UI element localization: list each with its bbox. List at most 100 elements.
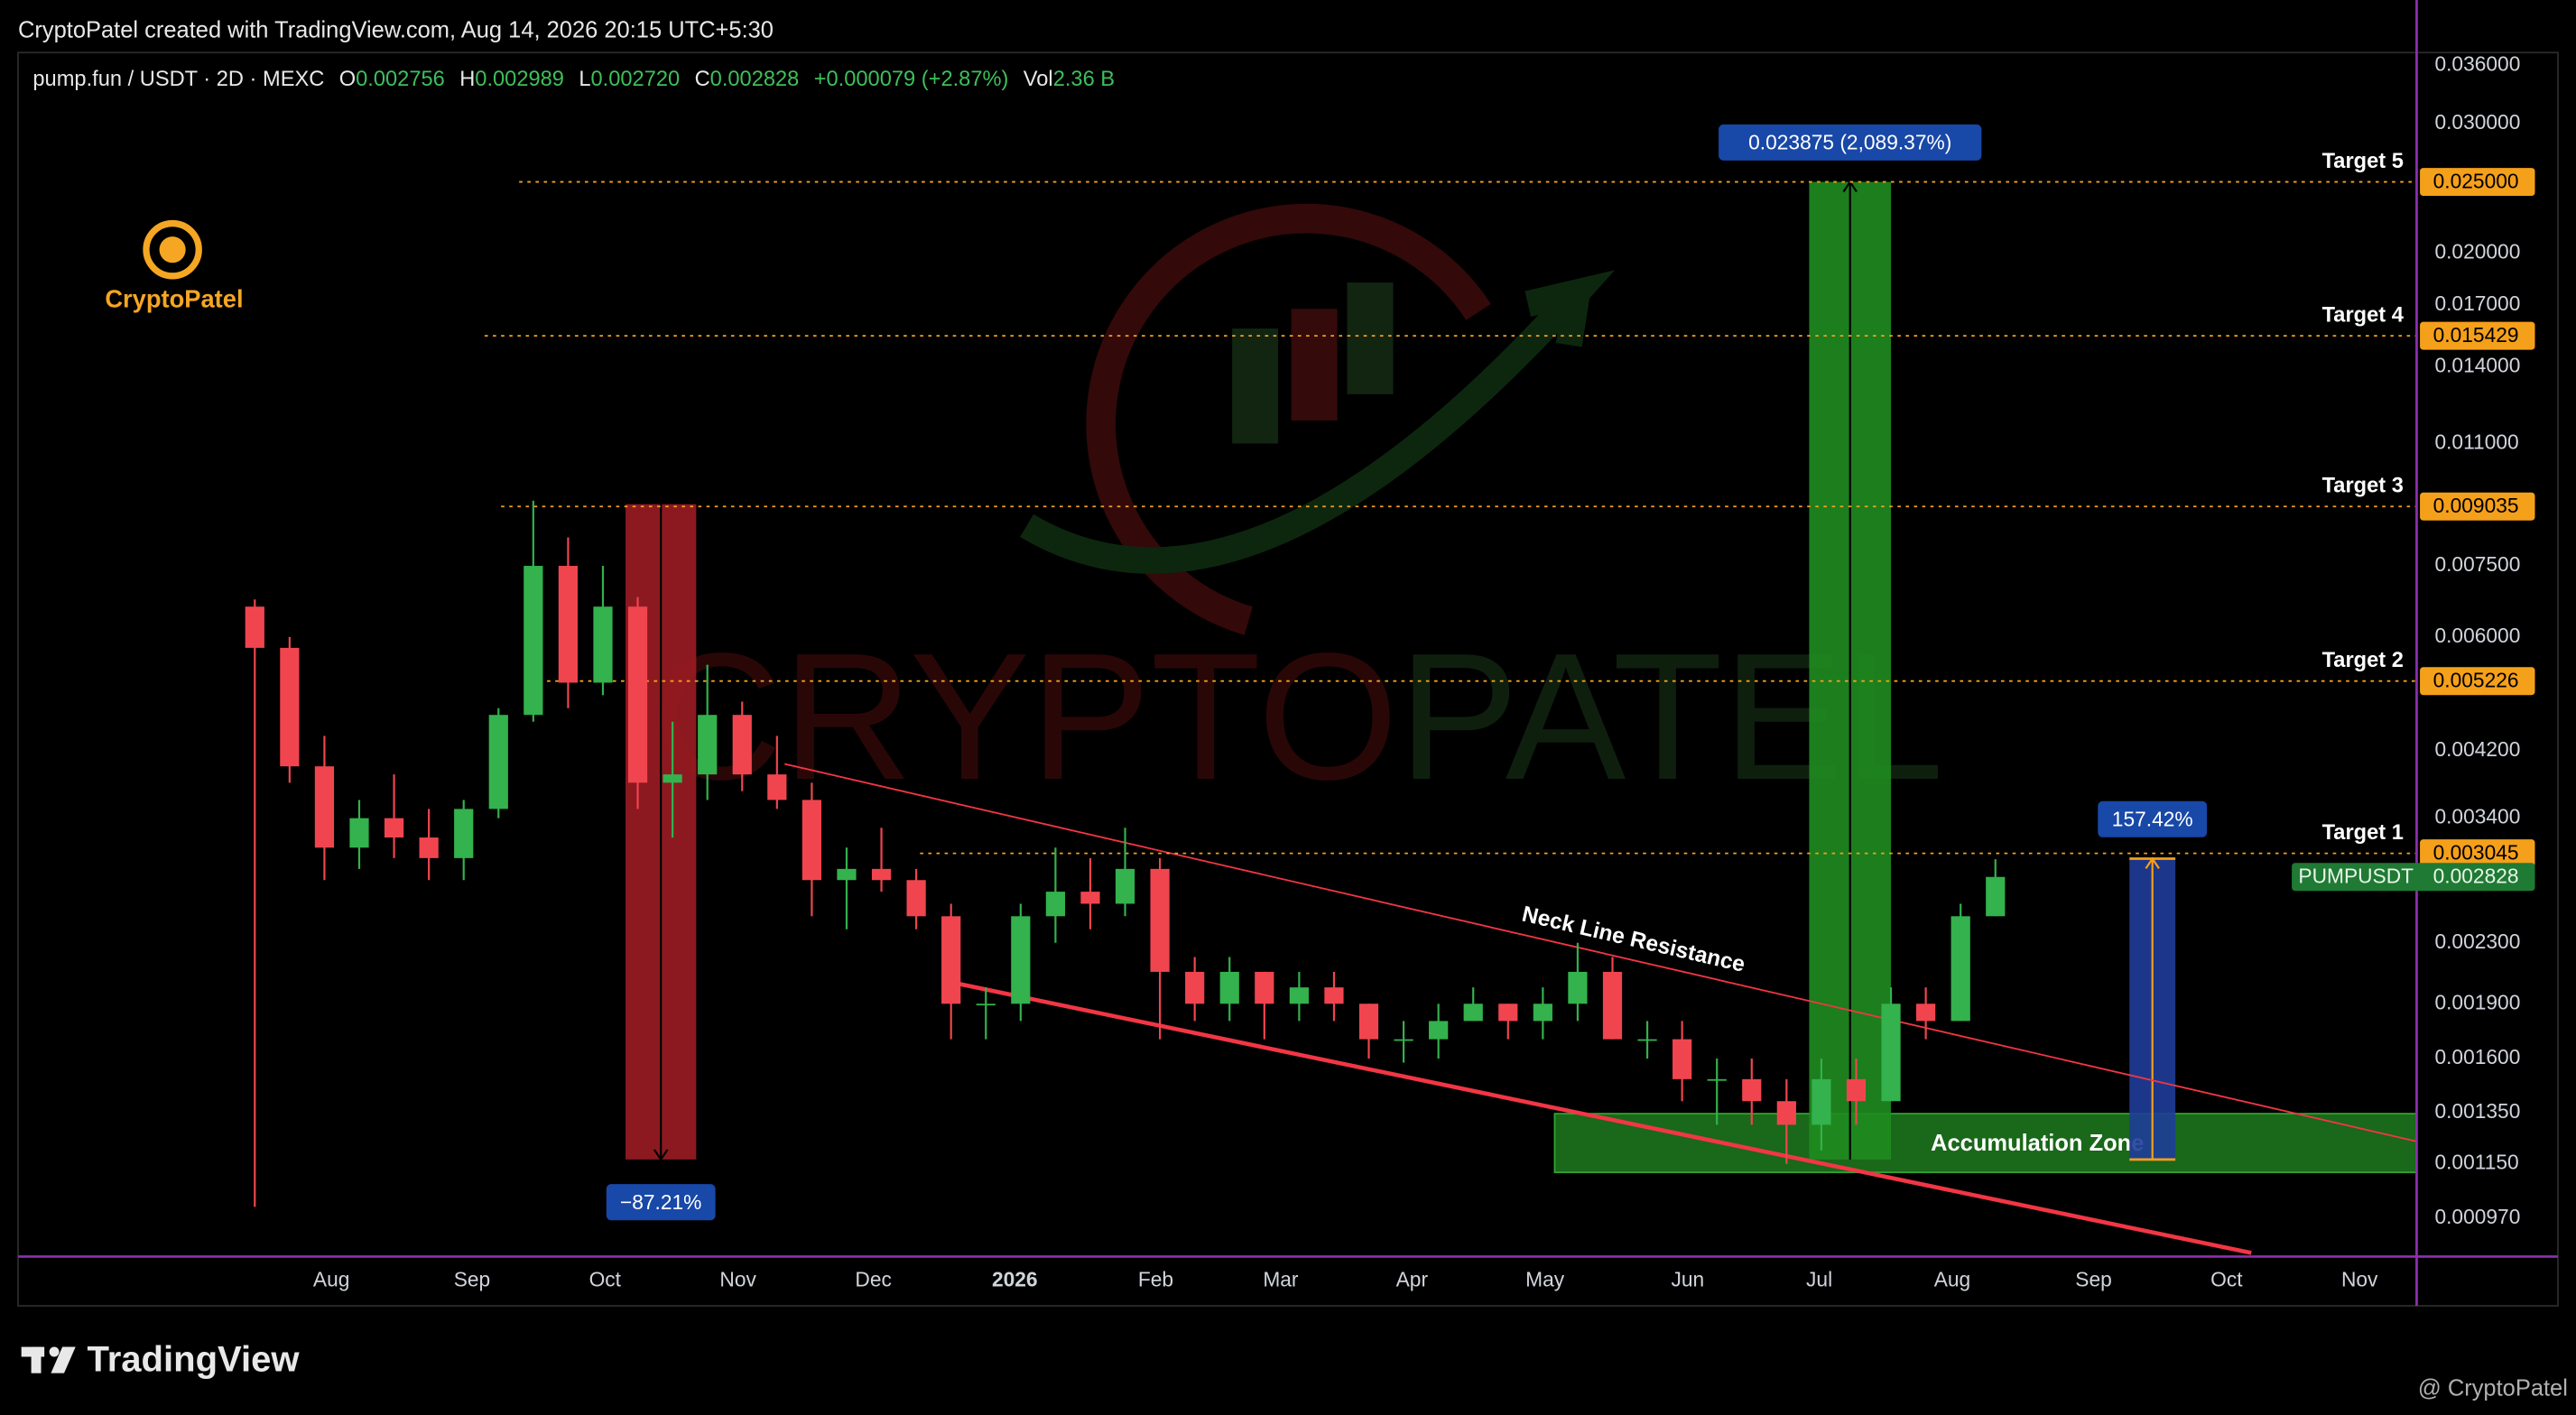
y-tick-label: 0.036000 — [2434, 52, 2520, 76]
x-tick-label: Feb — [1138, 1268, 1173, 1291]
frame — [17, 51, 2559, 1307]
ohlc-value: 0.002756 — [356, 68, 445, 91]
x-tick-label: Jul — [1806, 1268, 1832, 1291]
candle-body — [593, 606, 613, 683]
candle-body — [1289, 987, 1309, 1004]
candle-body — [558, 566, 579, 683]
volume-key: Vol — [1024, 68, 1053, 91]
target-price: 0.003045 — [2433, 841, 2519, 865]
candle-body — [906, 880, 926, 917]
candle-body — [1568, 971, 1588, 1004]
target-price-box — [2420, 321, 2535, 350]
volume-value: 2.36 B — [1053, 68, 1115, 91]
target-name: Target 3 — [2322, 475, 2404, 498]
candle-body — [837, 868, 857, 881]
x-tick-label: Sep — [454, 1268, 490, 1291]
credit: @ CryptoPatel — [2418, 1376, 2568, 1401]
symbol-line: pump.fun / USDT · 2D · MEXC O0.002756 H0.0… — [32, 68, 1115, 91]
logo-text: CryptoPatel — [105, 284, 243, 312]
candle-body — [1951, 916, 1970, 1022]
candle-body — [1846, 1078, 1867, 1102]
candle-body — [1080, 892, 1100, 904]
candle-body — [1358, 1003, 1379, 1040]
candle-body — [1011, 916, 1031, 1004]
x-tick-label: 2026 — [992, 1268, 1038, 1291]
y-tick-label: 0.020000 — [2434, 239, 2520, 263]
symbol: pump.fun / USDT · 2D · MEXC — [32, 68, 324, 91]
candle-body — [1637, 1039, 1657, 1041]
brand-glyph — [31, 1346, 42, 1373]
candle-body — [698, 715, 718, 775]
measure-label: 157.42% — [2112, 808, 2193, 831]
ohlc-key: C — [695, 68, 710, 91]
target-price-box — [2420, 839, 2535, 868]
brand-glyph — [51, 1346, 76, 1373]
candle-body — [871, 868, 892, 881]
x-tick-label: May — [1525, 1268, 1565, 1291]
candle-body — [1115, 868, 1135, 904]
target-price-box — [2420, 168, 2535, 197]
candle-body — [314, 766, 335, 848]
target-price: 0.009035 — [2433, 494, 2519, 517]
brand: TradingView — [87, 1339, 300, 1379]
y-tick-label: 0.014000 — [2434, 353, 2520, 376]
measure-label-box — [1719, 124, 1982, 161]
y-tick-label: 0.004200 — [2434, 737, 2520, 761]
target-name: Target 4 — [2322, 304, 2405, 328]
y-tick-label: 0.007500 — [2434, 552, 2520, 576]
x-tick-label: Sep — [2075, 1268, 2111, 1291]
y-tick-label: 0.003400 — [2434, 805, 2520, 828]
brand-glyph — [49, 1346, 60, 1357]
x-tick-label: Aug — [313, 1268, 349, 1291]
candle-body — [419, 837, 439, 858]
x-tick-label: Oct — [589, 1268, 622, 1291]
trendline — [949, 979, 2252, 1255]
watermark-part: CRYPTO — [652, 616, 1398, 818]
candle-body — [524, 566, 543, 716]
target-price-box — [2420, 667, 2535, 696]
x-tick-label: Nov — [719, 1268, 756, 1291]
x-tick-label: Oct — [2210, 1268, 2243, 1291]
measure-label-box — [2098, 800, 2208, 837]
zone — [1553, 1113, 2418, 1173]
watermark-candle — [1232, 328, 1279, 444]
change: +0.000079 (+2.87%) — [814, 68, 1009, 91]
ohlc-key: L — [579, 68, 590, 91]
trendline — [784, 763, 2417, 1142]
candle-body — [384, 818, 404, 838]
candle-body — [1219, 971, 1239, 1004]
target-name: Target 5 — [2322, 150, 2404, 173]
candle-body — [1533, 1003, 1552, 1022]
candle-body — [1498, 1003, 1518, 1022]
target-price: 0.025000 — [2433, 169, 2519, 192]
candle-body — [1812, 1078, 1831, 1125]
target-price-box — [2420, 492, 2535, 521]
x-tick-label: Apr — [1396, 1268, 1429, 1291]
zone-label: Accumulation Zone — [1931, 1131, 2144, 1156]
last-price-box — [2292, 863, 2535, 892]
x-tick-label: Aug — [1934, 1268, 1970, 1291]
y-tick-label: 0.011000 — [2434, 430, 2518, 454]
candle-body — [802, 800, 822, 881]
candle-body — [1463, 1003, 1483, 1022]
y-tick-label: 0.000970 — [2434, 1205, 2520, 1228]
measure-label-box — [606, 1184, 716, 1221]
ohlc-value: 0.002989 — [475, 68, 564, 91]
candle-body — [767, 774, 787, 800]
candle-body — [1602, 971, 1623, 1040]
y-tick-label: 0.001900 — [2434, 990, 2520, 1013]
last-price-value: 0.002828 — [2433, 865, 2519, 888]
target-name: Target 1 — [2322, 821, 2404, 845]
watermark-candle — [1347, 282, 1394, 394]
y-tick-label: 0.006000 — [2434, 624, 2520, 647]
y-tick-label: 0.001350 — [2434, 1099, 2520, 1123]
candle-body — [1986, 876, 2006, 917]
measure-label: 0.023875 (2,089.37%) — [1748, 131, 1951, 154]
x-tick-label: Mar — [1263, 1268, 1299, 1291]
logo-icon — [143, 219, 202, 280]
candle-body — [1045, 892, 1065, 917]
target-name: Target 2 — [2322, 649, 2404, 672]
candle-body — [976, 1003, 996, 1006]
y-tick-label: 0.002300 — [2434, 929, 2520, 953]
